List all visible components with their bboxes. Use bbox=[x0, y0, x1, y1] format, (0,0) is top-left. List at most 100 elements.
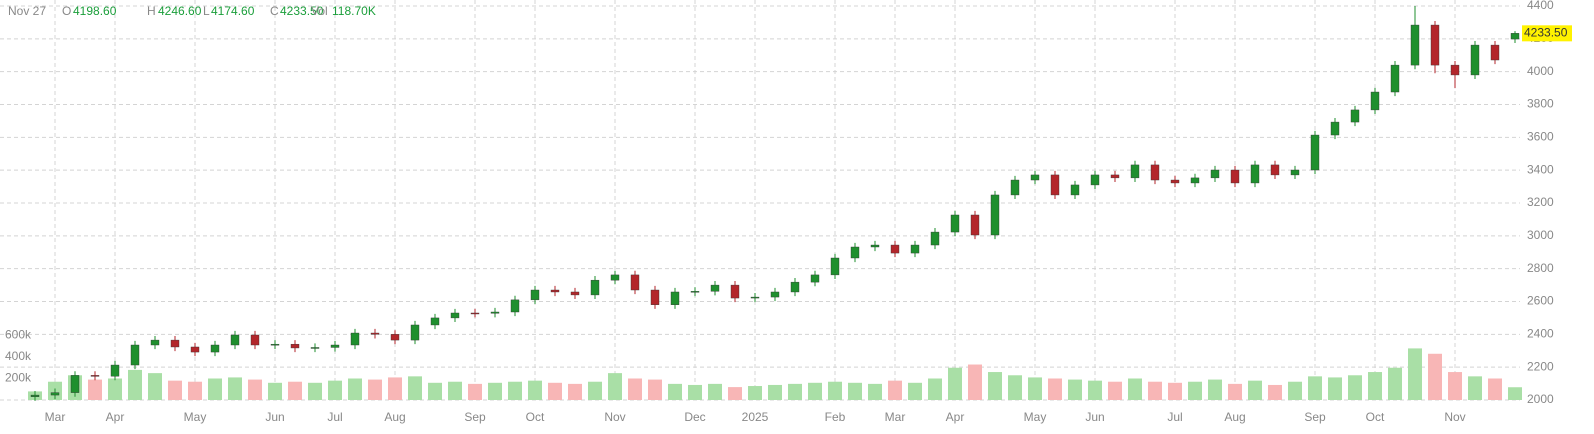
y-tick-label: 2000 bbox=[1527, 392, 1554, 406]
volume-bar bbox=[808, 382, 822, 400]
candle-body bbox=[990, 194, 1000, 236]
candle-body bbox=[430, 317, 440, 326]
candle-body bbox=[1370, 91, 1380, 111]
x-tick-label: Apr bbox=[106, 410, 125, 424]
volume-bar bbox=[408, 376, 422, 400]
volume-bar bbox=[568, 383, 582, 400]
volume-bar bbox=[908, 382, 922, 400]
candle-body bbox=[370, 332, 380, 335]
volume-bar bbox=[528, 380, 542, 400]
candle-body bbox=[770, 291, 780, 298]
volume-bar bbox=[1028, 377, 1042, 400]
volume-bar bbox=[1068, 379, 1082, 400]
x-tick-label: Aug bbox=[384, 410, 405, 424]
header-field-name: L bbox=[203, 4, 210, 18]
volume-bar bbox=[468, 383, 482, 400]
x-tick-label: Nov bbox=[604, 410, 625, 424]
volume-bar bbox=[1428, 353, 1442, 400]
candle-body bbox=[1430, 24, 1440, 66]
volume-bar bbox=[1268, 384, 1282, 400]
candle-body bbox=[550, 289, 560, 293]
volume-bar bbox=[1048, 378, 1062, 400]
volume-bar bbox=[248, 379, 262, 400]
candle-body bbox=[110, 364, 120, 377]
header-field-name: Vol bbox=[311, 4, 328, 18]
x-tick-label: Jun bbox=[265, 410, 284, 424]
candle-body bbox=[350, 332, 360, 346]
candle-body bbox=[1130, 164, 1140, 179]
x-tick-label: Aug bbox=[1224, 410, 1245, 424]
candles bbox=[30, 6, 1520, 401]
volume-bar bbox=[1488, 378, 1502, 400]
candle-body bbox=[130, 344, 140, 366]
candle-body bbox=[1470, 44, 1480, 76]
x-tick-label: Jul bbox=[1167, 410, 1182, 424]
candle-body bbox=[950, 214, 960, 233]
candle-body bbox=[610, 274, 620, 281]
candle-body bbox=[1250, 164, 1260, 184]
x-tick-label: Oct bbox=[526, 410, 545, 424]
candle-body bbox=[810, 274, 820, 283]
candle-body bbox=[630, 274, 640, 291]
candle-body bbox=[250, 334, 260, 346]
y-tick-label: 3400 bbox=[1527, 162, 1554, 176]
candle-body bbox=[470, 312, 480, 315]
candle-body bbox=[930, 231, 940, 246]
header-field-value: 118.70K bbox=[332, 4, 376, 18]
candle-body bbox=[1490, 44, 1500, 61]
volume-bar bbox=[1228, 383, 1242, 400]
volume-bar bbox=[168, 380, 182, 400]
volume-bar bbox=[288, 381, 302, 400]
volume-bar bbox=[688, 384, 702, 400]
candle-body bbox=[1410, 24, 1420, 66]
candle-body bbox=[890, 244, 900, 254]
candle-body bbox=[70, 375, 80, 393]
candle-body bbox=[750, 296, 760, 299]
x-tick-label: Jun bbox=[1085, 410, 1104, 424]
candle-body bbox=[1450, 64, 1460, 76]
volume-bar bbox=[1388, 367, 1402, 400]
volume-bar bbox=[1168, 382, 1182, 400]
volume-bar bbox=[1248, 380, 1262, 400]
y-tick-label: 2400 bbox=[1527, 327, 1554, 341]
y-tick-label: 2200 bbox=[1527, 359, 1554, 373]
volume-bar bbox=[388, 377, 402, 400]
volume-tick-label: 200k bbox=[5, 371, 32, 385]
y-tick-label: 2800 bbox=[1527, 261, 1554, 275]
volume-bar bbox=[1348, 375, 1362, 400]
x-tick-label: Jul bbox=[327, 410, 342, 424]
candle-body bbox=[230, 334, 240, 346]
volume-bar bbox=[368, 379, 382, 400]
header-field-name: C bbox=[270, 4, 279, 18]
candle-body bbox=[790, 281, 800, 293]
x-tick-label: Apr bbox=[946, 410, 965, 424]
volume-bar bbox=[268, 382, 282, 400]
candle-body bbox=[1350, 109, 1360, 123]
candle-body bbox=[1390, 64, 1400, 93]
volume-bar bbox=[208, 378, 222, 400]
candle-body bbox=[850, 246, 860, 259]
candle-body bbox=[150, 339, 160, 346]
volume-bar bbox=[1128, 378, 1142, 400]
volume-bar bbox=[948, 367, 962, 400]
candle-body bbox=[30, 394, 40, 397]
volume-bar bbox=[1408, 348, 1422, 400]
candle-body bbox=[970, 214, 980, 236]
candle-body bbox=[670, 291, 680, 305]
volume-bar bbox=[88, 379, 102, 400]
candle-body bbox=[1290, 169, 1300, 176]
last-price-label: 4233.50 bbox=[1524, 26, 1568, 40]
volume-bar bbox=[348, 378, 362, 400]
volume-bar bbox=[1208, 379, 1222, 400]
candle-body bbox=[270, 343, 280, 346]
volume-bar bbox=[788, 383, 802, 400]
candle-body bbox=[1170, 179, 1180, 184]
candle-body bbox=[50, 392, 60, 396]
candle-body bbox=[870, 244, 880, 248]
header-field-value: 4198.60 bbox=[73, 4, 117, 18]
y-tick-label: 3800 bbox=[1527, 97, 1554, 111]
volume-bar bbox=[548, 382, 562, 400]
x-tick-label: Mar bbox=[885, 410, 906, 424]
volume-bar bbox=[1508, 387, 1522, 400]
